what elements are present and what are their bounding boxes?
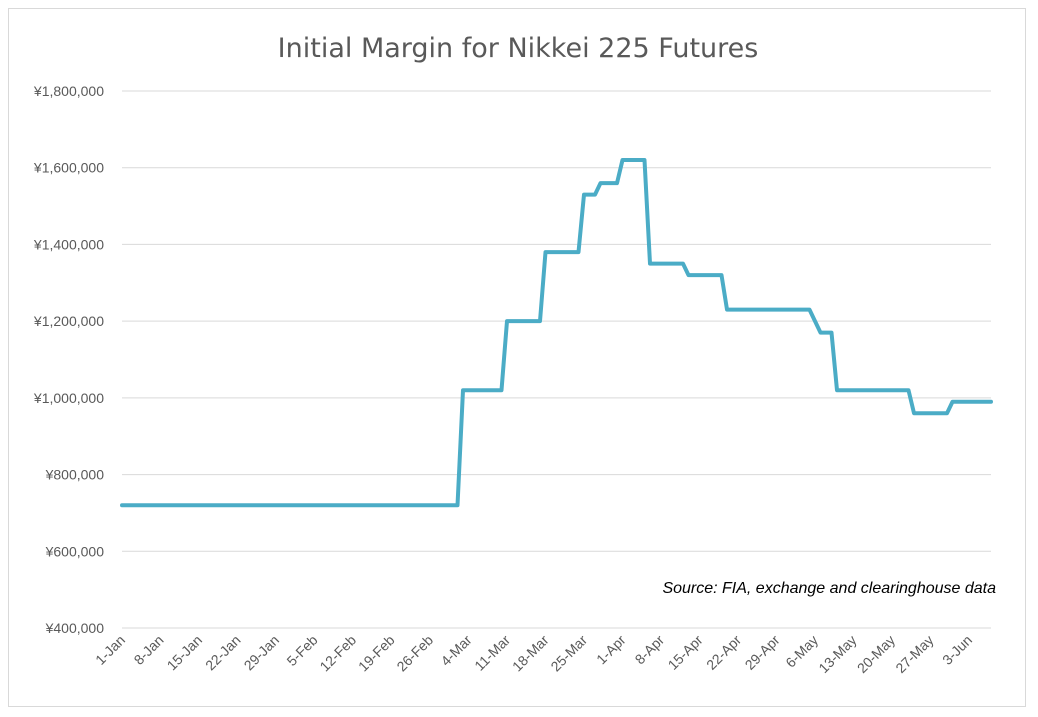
- x-tick-label: 4-Mar: [437, 632, 474, 669]
- x-tick-label: 26-Feb: [393, 632, 436, 675]
- x-tick-label: 3-Jun: [939, 632, 975, 668]
- y-tick-label: ¥1,000,000: [33, 390, 104, 406]
- y-tick-label: ¥400,000: [45, 620, 105, 636]
- x-tick-label: 8-Apr: [632, 632, 668, 668]
- chart-frame: [8, 8, 1026, 707]
- x-tick-label: 15-Jan: [164, 632, 206, 674]
- y-tick-label: ¥600,000: [45, 543, 105, 559]
- x-tick-label: 22-Jan: [202, 632, 244, 674]
- margin-series-line: [120, 158, 993, 508]
- x-tick-label: 5-Feb: [283, 632, 320, 669]
- y-tick-label: ¥1,600,000: [33, 160, 104, 176]
- x-tick-label: 20-May: [854, 632, 898, 676]
- y-tick-label: ¥1,200,000: [33, 313, 104, 329]
- x-tick-label: 13-May: [815, 632, 859, 676]
- y-tick-label: ¥800,000: [45, 467, 105, 483]
- y-tick-label: ¥1,800,000: [33, 83, 104, 99]
- x-tick-label: 8-Jan: [131, 632, 167, 668]
- source-annotation: Source: FIA, exchange and clearinghouse …: [662, 580, 996, 597]
- x-tick-label: 27-May: [892, 632, 936, 676]
- x-tick-label: 1-Apr: [593, 632, 629, 668]
- chart-title: Initial Margin for Nikkei 225 Futures: [278, 33, 759, 64]
- x-tick-label: 11-Mar: [471, 632, 513, 674]
- x-tick-label: 12-Feb: [316, 632, 359, 675]
- x-tick-label: 1-Jan: [92, 632, 128, 668]
- x-tick-label: 25-Mar: [547, 632, 590, 675]
- y-tick-label: ¥1,400,000: [33, 236, 104, 252]
- x-tick-label: 29-Apr: [742, 632, 783, 673]
- x-tick-label: 15-Apr: [665, 632, 706, 673]
- x-tick-label: 18-Mar: [509, 632, 552, 675]
- x-tick-label: 29-Jan: [241, 632, 283, 674]
- x-tick-label: 19-Feb: [355, 632, 398, 675]
- x-tick-label: 22-Apr: [703, 632, 744, 673]
